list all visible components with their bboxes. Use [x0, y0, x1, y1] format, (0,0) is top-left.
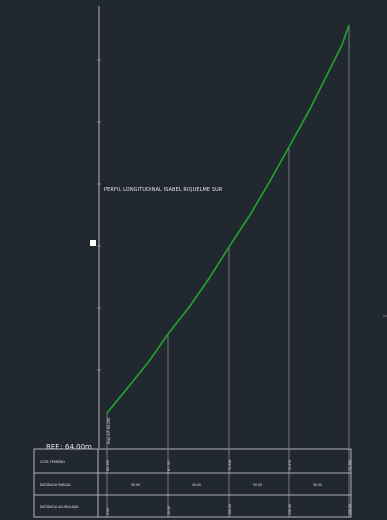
partial-distance: 50.00: [192, 483, 201, 487]
partial-distance: 50.00: [131, 483, 140, 487]
start-well-label: Pozo A.P. 65.290: [107, 418, 111, 444]
terrain-profile-line[interactable]: [106, 24, 350, 414]
axis-ticks: [97, 59, 101, 371]
cumulative-distance: 0.00: [106, 508, 110, 515]
row-label-elevation: COTA TERRENO: [40, 460, 65, 464]
cumulative-distance: 50.00: [167, 506, 171, 515]
station-elevation: 75.780: [348, 460, 352, 471]
grip-marker[interactable]: [90, 240, 96, 246]
cumulative-distance: 100.00: [228, 504, 232, 515]
station-elevation: 70.026: [228, 460, 232, 471]
station-elevation: 65.290: [106, 460, 110, 471]
station-elevation: 72.470: [288, 460, 292, 471]
reference-label: REF.: 64.00m: [46, 443, 92, 451]
profile-title: PERFIL LONGITUDINAL ISABEL RIQUELME SUR: [104, 187, 223, 193]
partial-distance: 50.00: [313, 483, 322, 487]
station-lines: [106, 25, 350, 448]
cumulative-distance: 200.00: [348, 504, 352, 515]
cumulative-distance: 150.00: [288, 504, 292, 515]
row-label-partial: DISTANCIA PARCIAL: [40, 483, 71, 487]
partial-distance: 50.00: [253, 483, 262, 487]
guitar-table: [33, 448, 352, 518]
row-label-cumulative: DISTANCIA ACUMULADA: [40, 505, 79, 509]
station-elevation: 67.707: [167, 460, 171, 471]
